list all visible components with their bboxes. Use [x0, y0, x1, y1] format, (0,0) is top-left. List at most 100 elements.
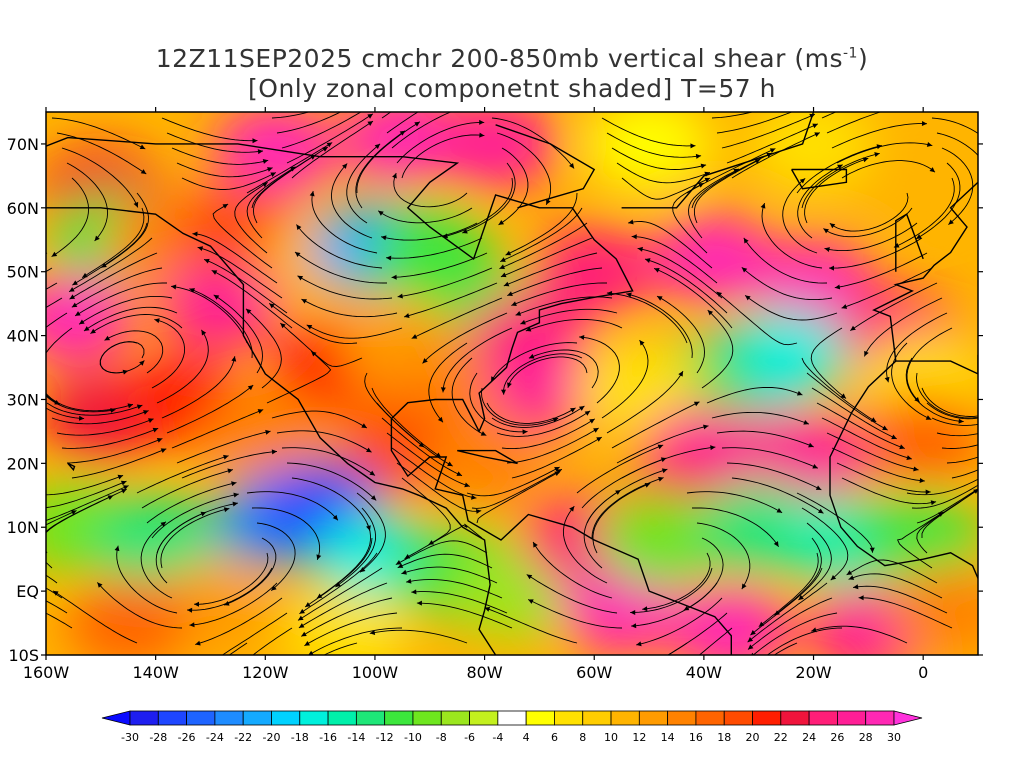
streamline-97 — [761, 202, 823, 269]
streamline-arrow-211 — [593, 428, 599, 433]
streamline-arrow-273 — [298, 615, 304, 621]
streamline-arrow-213 — [815, 485, 822, 490]
colorbar-swatch-1 — [157, 710, 188, 726]
streamline-43 — [841, 160, 936, 179]
streamline-179 — [926, 402, 978, 420]
colorbar-label-23: 22 — [774, 731, 788, 744]
streamline-arrow-7 — [908, 79, 914, 85]
streamline-95 — [507, 267, 603, 297]
coastline-1 — [390, 418, 732, 655]
streamline-arrow-259 — [774, 610, 780, 616]
streamline-16 — [826, 112, 882, 134]
streamline-162 — [46, 392, 134, 412]
colorbar-label-6: -18 — [291, 731, 309, 744]
streamline-64 — [72, 222, 148, 286]
streamline-295 — [747, 597, 833, 650]
streamline-201 — [391, 447, 477, 499]
colorbar-label-2: -26 — [178, 731, 196, 744]
streamline-arrow-48 — [414, 121, 420, 127]
colorbar-swatch-18 — [638, 710, 669, 726]
streamline-177 — [706, 386, 803, 404]
streamline-227 — [246, 491, 339, 521]
streamline-arrow-0 — [139, 144, 146, 150]
colorbar-swatch-19 — [667, 710, 697, 726]
streamline-arrow-283 — [401, 569, 407, 575]
streamline-52 — [796, 145, 883, 194]
streamline-154 — [104, 330, 164, 374]
streamline-170 — [921, 387, 978, 417]
streamline-195 — [716, 430, 814, 448]
colorbar-label-4: -22 — [234, 731, 252, 744]
streamline-arrow-56 — [322, 147, 328, 152]
streamline-36 — [51, 177, 90, 257]
lon-label-4: 80W — [466, 663, 502, 682]
streamline-arrow-103 — [404, 313, 410, 318]
streamline-63 — [0, 223, 37, 247]
colorbar-swatch-25 — [837, 710, 867, 726]
streamline-287 — [846, 559, 938, 584]
streamline-149 — [503, 353, 583, 395]
streamline-297 — [46, 600, 68, 614]
streamline-289 — [140, 521, 173, 599]
streamline-303 — [667, 612, 728, 655]
streamline-139 — [428, 342, 468, 423]
streamline-79 — [797, 164, 843, 239]
streamline-84 — [311, 190, 378, 254]
streamline-300 — [304, 612, 398, 647]
streamline-arrow-157 — [522, 429, 528, 435]
streamline-arrow-64 — [72, 280, 78, 286]
streamline-273 — [297, 567, 383, 621]
streamline-arrow-20 — [366, 103, 373, 110]
streamline-arrow-39 — [479, 132, 485, 138]
streamline-arrow-10 — [257, 149, 263, 155]
streamline-arrow-57 — [399, 130, 406, 136]
streamline-arrow-129 — [306, 324, 313, 330]
streamline-arrow-66 — [374, 143, 381, 150]
colorbar-swatch-12 — [469, 710, 499, 726]
streamline-264 — [299, 552, 378, 615]
streamline-266 — [592, 482, 651, 554]
streamline-133 — [810, 327, 847, 399]
streamline-arrow-116 — [864, 350, 869, 357]
streamline-arrow-198 — [152, 427, 159, 433]
colorbar-swatch-17 — [610, 710, 640, 726]
streamline-arrow-253 — [233, 492, 239, 498]
streamline-37 — [181, 172, 277, 190]
streamline-310 — [416, 602, 513, 629]
streamline-arrow-102 — [295, 252, 301, 257]
streamline-131 — [525, 318, 623, 332]
streamline-158 — [507, 356, 588, 389]
shading-region-50 — [669, 583, 794, 655]
lat-label-4: 30N — [7, 390, 39, 409]
streamline-284 — [562, 505, 608, 584]
colorbar-swatch-23 — [780, 710, 810, 726]
streamline-arrow-105 — [631, 234, 637, 240]
streamline-57 — [355, 130, 406, 209]
streamline-arrow-228 — [360, 567, 366, 573]
colorbar-label-22: 20 — [746, 731, 760, 744]
streamline-321 — [667, 642, 688, 655]
streamline-249 — [696, 522, 751, 590]
streamline-arrow-184 — [578, 406, 585, 411]
streamline-arrow-131 — [525, 326, 532, 332]
streamline-arrow-114 — [637, 246, 643, 252]
streamline-9 — [56, 132, 147, 175]
colorbar-swatch-0 — [129, 710, 159, 726]
streamline-arrow-154 — [104, 335, 111, 341]
streamline-arrow-11 — [363, 94, 370, 101]
streamline-15 — [716, 112, 793, 134]
streamline-arrow-62 — [823, 228, 829, 234]
streamline-arrow-67 — [381, 235, 387, 241]
lat-label-3: 40N — [7, 327, 39, 346]
lon-label-0: 160W — [23, 663, 70, 682]
streamline-arrow-274 — [397, 563, 404, 568]
streamline-arrow-262 — [232, 501, 238, 507]
streamline-216 — [71, 448, 167, 479]
streamline-142 — [716, 291, 798, 346]
streamline-311 — [527, 599, 623, 629]
streamline-26 — [941, 147, 974, 225]
streamline-215 — [946, 456, 978, 464]
streamline-48 — [356, 121, 421, 194]
streamline-240 — [691, 507, 779, 547]
streamline-71 — [824, 222, 918, 252]
